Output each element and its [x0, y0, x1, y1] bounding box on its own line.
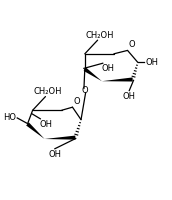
Polygon shape [26, 122, 45, 139]
Text: OH: OH [40, 120, 52, 129]
Text: OH: OH [123, 92, 136, 101]
Polygon shape [45, 136, 76, 140]
Text: OH: OH [48, 150, 61, 159]
Text: CH₂OH: CH₂OH [85, 31, 114, 40]
Text: O: O [73, 97, 80, 106]
Text: CH₂OH: CH₂OH [34, 87, 62, 96]
Polygon shape [84, 68, 102, 81]
Text: O: O [82, 86, 88, 95]
Text: O: O [128, 40, 135, 49]
Text: HO: HO [3, 113, 16, 122]
Text: OH: OH [102, 64, 115, 73]
Text: OH: OH [145, 58, 158, 67]
Polygon shape [102, 77, 133, 82]
